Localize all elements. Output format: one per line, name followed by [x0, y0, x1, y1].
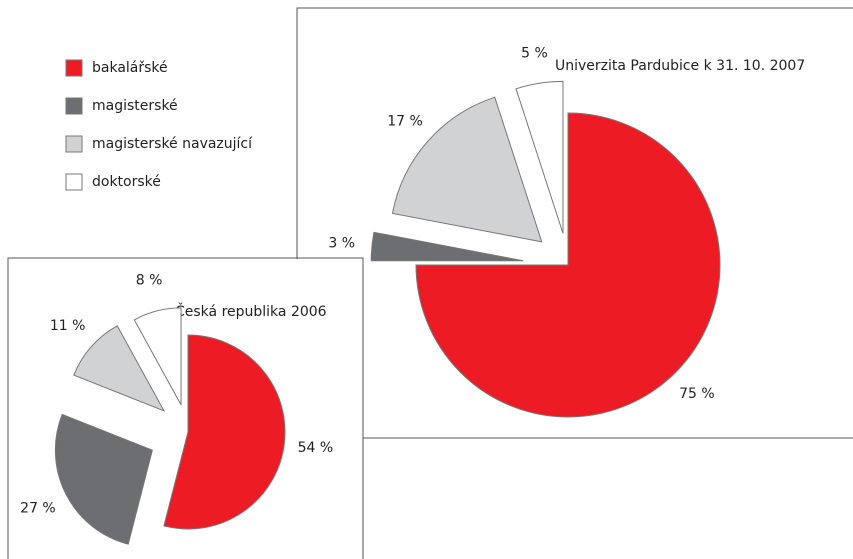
data-label: 5 % [521, 45, 548, 61]
legend-swatch [65, 135, 83, 153]
pie-slice [73, 325, 166, 412]
legend-label: magisterské [92, 98, 178, 114]
legend-label: magisterské navazující [92, 136, 253, 152]
data-label: 8 % [136, 273, 163, 289]
data-label: 75 % [679, 386, 715, 402]
pie-slice [391, 96, 543, 243]
legend-swatch [65, 173, 83, 191]
chart-title: Univerzita Pardubice k 31. 10. 2007 [555, 58, 805, 74]
data-label: 17 % [387, 113, 423, 129]
data-label: 54 % [298, 440, 334, 456]
data-label: 3 % [328, 236, 355, 252]
frame [7, 257, 364, 559]
pie-slice [133, 307, 182, 406]
legend-label: doktorské [92, 174, 161, 190]
data-label: 11 % [50, 318, 86, 334]
data-label: 27 % [20, 500, 56, 516]
legend-swatch [65, 59, 83, 77]
legend-swatch [65, 97, 83, 115]
pie-slice [515, 80, 564, 234]
pie-slice [415, 112, 721, 418]
pie-slice [163, 334, 286, 530]
pie-slice [54, 413, 153, 545]
chart-title: Česká republika 2006 [175, 302, 327, 320]
pie-slice [370, 231, 524, 262]
legend-label: bakalářské [92, 60, 168, 76]
